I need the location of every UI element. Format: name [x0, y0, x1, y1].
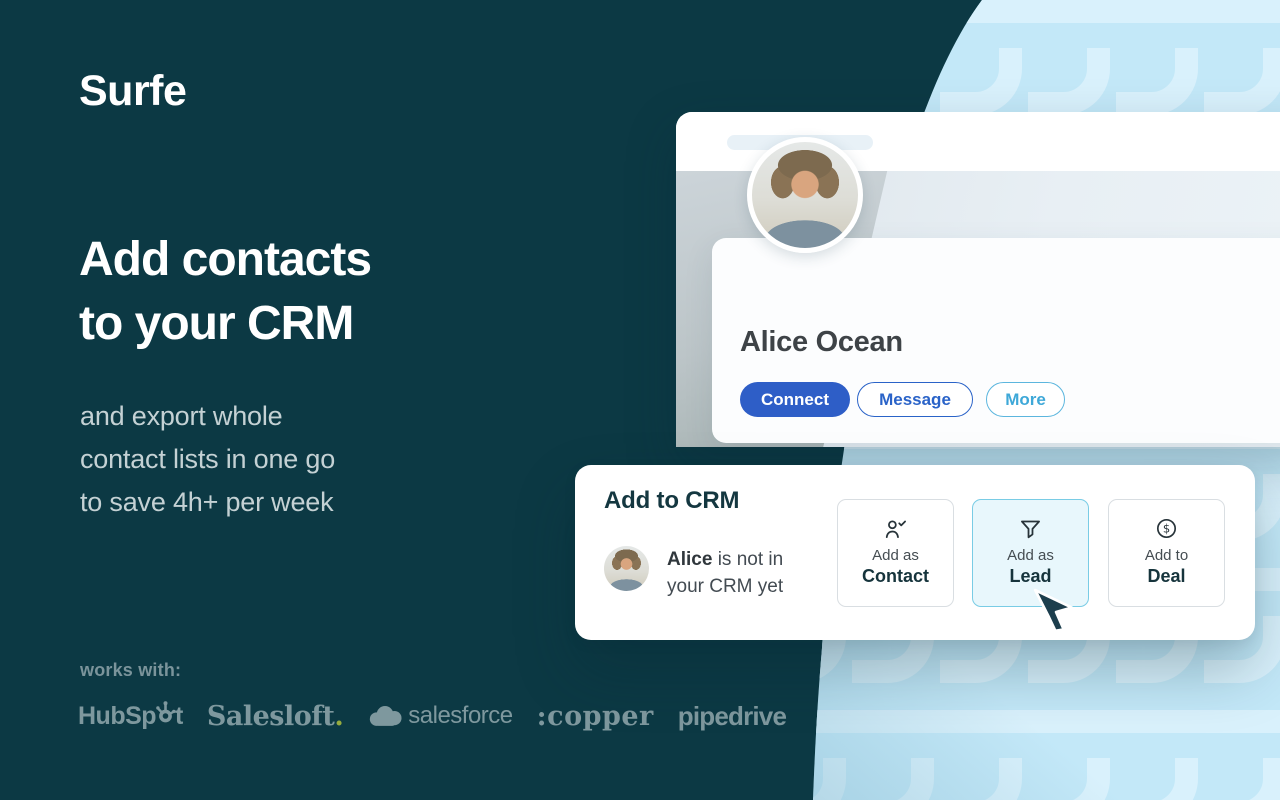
partner-logo-row: HubSp t Salesloft. salesforce :copper pip… — [78, 700, 787, 732]
option-label-small: Add as — [872, 547, 919, 564]
subheadline: and export whole contact lists in one go… — [80, 395, 335, 524]
crm-popup-title: Add to CRM — [604, 487, 740, 514]
hubspot-logo-text: HubSp — [78, 701, 157, 730]
subheadline-line-3: to save 4h+ per week — [80, 487, 334, 517]
surfe-logo: Surfe — [79, 67, 187, 115]
profile-action-row: Connect Message More — [740, 382, 1065, 417]
add-to-deal-card[interactable]: $ Add to Deal — [1108, 499, 1225, 607]
subheadline-line-2: contact lists in one go — [80, 444, 336, 474]
salesforce-cloud-icon — [370, 705, 402, 726]
dollar-circle-icon: $ — [1155, 516, 1178, 541]
profile-avatar — [747, 137, 863, 253]
copper-logo: :copper — [536, 700, 654, 732]
add-as-lead-card[interactable]: Add as Lead — [972, 499, 1089, 607]
option-label-small: Add as — [1007, 547, 1054, 564]
add-as-contact-card[interactable]: Add as Contact — [837, 499, 954, 607]
connect-button[interactable]: Connect — [740, 382, 850, 417]
profile-card: Alice Ocean Connect Message More — [712, 238, 1280, 443]
profile-name: Alice Ocean — [740, 326, 903, 358]
hubspot-sprocket-icon — [156, 701, 176, 723]
message-button[interactable]: Message — [857, 382, 973, 417]
option-label-bold: Contact — [862, 566, 929, 586]
crm-contact-avatar — [604, 546, 649, 591]
pipedrive-logo: pipedrive — [677, 700, 787, 731]
salesforce-logo: salesforce — [367, 702, 513, 730]
crm-status-line-1: Alice is not in — [667, 546, 783, 573]
browser-card: Alice Ocean Connect Message More — [676, 112, 1280, 447]
svg-text:$: $ — [1163, 521, 1170, 535]
user-check-icon — [883, 516, 908, 541]
crm-status-line-2: your CRM yet — [667, 576, 784, 597]
salesloft-logo-text: Salesloft — [206, 700, 335, 732]
headline: Add contacts to your CRM — [79, 228, 372, 356]
option-label-bold: Lead — [1009, 566, 1052, 586]
add-to-crm-popup: Add to CRM Alice is not in your CRM yet … — [575, 465, 1255, 640]
hubspot-logo-text-end: t — [175, 701, 183, 730]
crm-status-message: Alice is not in your CRM yet — [667, 546, 783, 600]
salesforce-logo-text: salesforce — [408, 702, 513, 729]
cursor-icon — [1033, 588, 1074, 633]
more-button[interactable]: More — [986, 382, 1065, 417]
headline-line-2: to your CRM — [79, 297, 354, 350]
option-label-small: Add to — [1144, 547, 1189, 564]
works-with-label: works with: — [80, 660, 182, 680]
subheadline-line-1: and export whole — [80, 401, 283, 431]
crm-contact-name: Alice — [667, 549, 713, 570]
headline-line-1: Add contacts — [79, 233, 372, 286]
salesloft-dot: . — [334, 700, 344, 732]
crm-status-line-1-rest: is not in — [712, 549, 784, 570]
option-label-bold: Deal — [1147, 566, 1186, 586]
salesloft-logo: Salesloft. — [206, 700, 344, 732]
hubspot-logo: HubSp t — [78, 700, 183, 732]
funnel-icon — [1019, 516, 1042, 541]
